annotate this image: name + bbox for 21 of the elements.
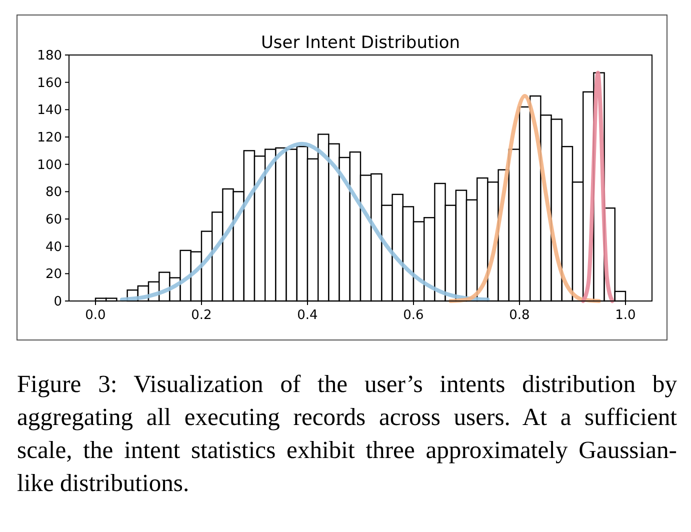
y-tick-label: 100 <box>37 158 62 173</box>
y-tick-label: 80 <box>45 185 62 200</box>
caption: Figure 3: Visualization of the user’s intents distribution by aggregating all executing records across users. At a sufficient scale, the intent statistics exhibit three approximately Gaussian-like distributions. <box>17 370 677 499</box>
x-tick-label: 0.8 <box>509 308 530 323</box>
chart-title: User Intent Distribution <box>260 33 460 53</box>
line-series <box>120 142 490 302</box>
x-tick-label: 0.2 <box>191 308 212 323</box>
y-tick-label: 60 <box>45 212 62 228</box>
line-series <box>581 70 614 303</box>
x-tick-label: 0.6 <box>403 308 424 323</box>
x-tick-label: 1.0 <box>615 308 636 323</box>
y-tick-label: 140 <box>37 103 62 118</box>
y-tick-label: 40 <box>45 240 62 255</box>
x-tick-label: 0.0 <box>85 308 106 323</box>
y-tick-label: 160 <box>37 76 62 91</box>
y-tick-label: 120 <box>37 130 62 146</box>
y-tick-label: 180 <box>37 48 62 64</box>
y-tick-label: 20 <box>45 267 62 282</box>
x-tick-label: 0.4 <box>297 308 318 323</box>
y-tick-label: 0 <box>54 294 62 310</box>
line-series <box>448 94 601 303</box>
